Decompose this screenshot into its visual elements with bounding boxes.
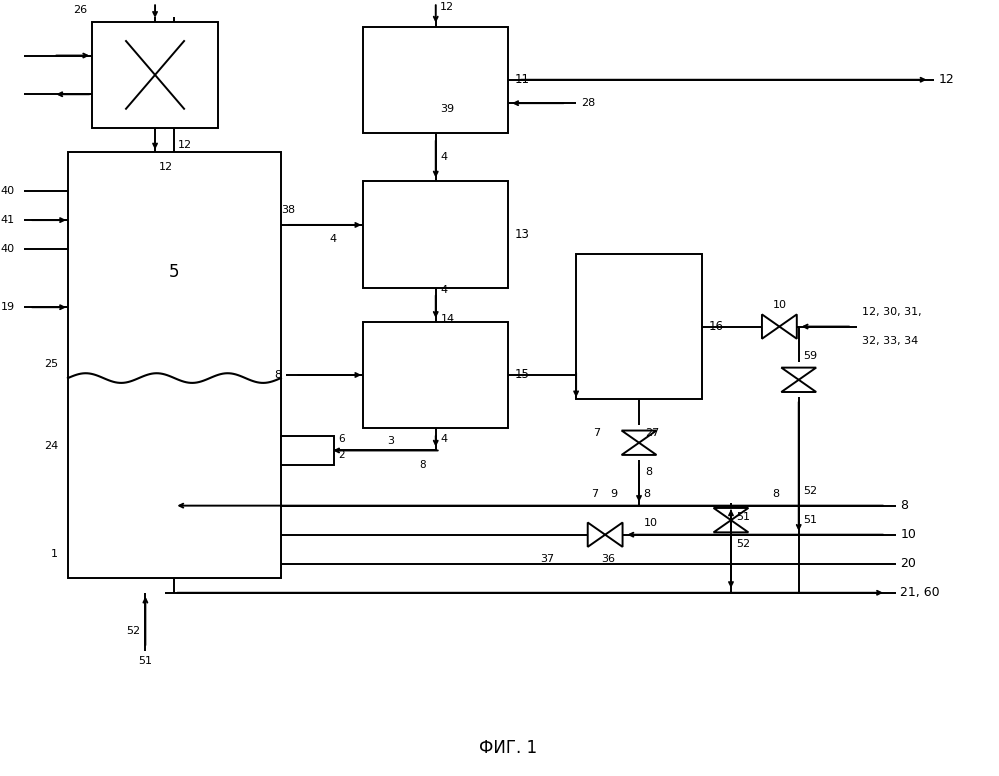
Text: 5: 5	[169, 262, 180, 281]
Polygon shape	[779, 314, 797, 339]
Text: 4: 4	[441, 152, 448, 162]
Text: 52: 52	[803, 486, 818, 496]
Text: 52: 52	[736, 539, 750, 549]
Text: 9: 9	[610, 489, 617, 499]
Polygon shape	[621, 431, 656, 443]
Text: 41: 41	[1, 215, 15, 225]
Bar	[68, 152, 281, 578]
Text: 8: 8	[420, 460, 426, 470]
Polygon shape	[587, 522, 605, 547]
Text: 10: 10	[644, 518, 658, 528]
Text: 10: 10	[900, 528, 916, 541]
Text: 51: 51	[139, 656, 153, 666]
Text: 59: 59	[803, 351, 818, 361]
Text: 25: 25	[44, 359, 58, 369]
Text: 51: 51	[736, 512, 750, 522]
Text: 37: 37	[540, 554, 554, 564]
Text: 32, 33, 34: 32, 33, 34	[862, 336, 918, 346]
Text: 8: 8	[772, 489, 779, 499]
Text: 4: 4	[441, 286, 448, 296]
Text: 4: 4	[441, 435, 448, 445]
Text: 8: 8	[643, 489, 650, 499]
Text: 2: 2	[338, 450, 345, 460]
Text: 7: 7	[590, 489, 597, 499]
Polygon shape	[713, 520, 748, 532]
Text: 51: 51	[803, 515, 817, 525]
Polygon shape	[713, 508, 748, 520]
Polygon shape	[605, 522, 622, 547]
Bar	[68, 378, 281, 578]
Text: 10: 10	[772, 300, 786, 310]
Polygon shape	[781, 379, 816, 392]
Polygon shape	[781, 368, 816, 379]
Text: 12: 12	[178, 140, 193, 150]
Bar	[68, 378, 281, 578]
Text: 39: 39	[441, 104, 455, 114]
Text: 11: 11	[515, 73, 530, 86]
Text: ФИГ. 1: ФИГ. 1	[480, 739, 537, 757]
Text: 12: 12	[159, 162, 173, 171]
Bar	[576, 254, 702, 399]
Text: 52: 52	[127, 626, 141, 636]
Text: 14: 14	[441, 314, 455, 324]
Text: 12: 12	[939, 73, 955, 86]
Text: 19: 19	[1, 302, 15, 312]
Text: 3: 3	[388, 436, 395, 445]
Bar	[92, 22, 218, 128]
Bar	[364, 182, 508, 288]
Text: 8: 8	[900, 499, 908, 512]
Text: 38: 38	[281, 206, 295, 216]
Text: 8: 8	[644, 467, 652, 476]
Text: 12, 30, 31,: 12, 30, 31,	[862, 307, 921, 317]
Text: 4: 4	[330, 234, 337, 244]
Text: 13: 13	[515, 228, 530, 241]
Text: 16: 16	[708, 320, 723, 333]
Polygon shape	[762, 314, 779, 339]
Polygon shape	[621, 443, 656, 455]
Text: 24: 24	[44, 441, 58, 451]
Text: 7: 7	[593, 428, 600, 438]
Text: 21, 60: 21, 60	[900, 586, 940, 599]
Bar	[364, 322, 508, 428]
Text: 12: 12	[440, 2, 454, 12]
Text: 26: 26	[73, 5, 87, 15]
Text: 40: 40	[1, 244, 15, 254]
Text: 20: 20	[900, 557, 916, 570]
Text: 40: 40	[1, 186, 15, 196]
Text: 8: 8	[274, 370, 281, 380]
Text: 15: 15	[515, 369, 530, 382]
Text: 27: 27	[644, 428, 659, 438]
Text: 28: 28	[581, 99, 595, 108]
Text: 1: 1	[51, 549, 58, 559]
Text: 36: 36	[601, 554, 615, 564]
Text: 6: 6	[338, 434, 345, 444]
Bar	[364, 26, 508, 133]
Bar	[281, 436, 334, 465]
